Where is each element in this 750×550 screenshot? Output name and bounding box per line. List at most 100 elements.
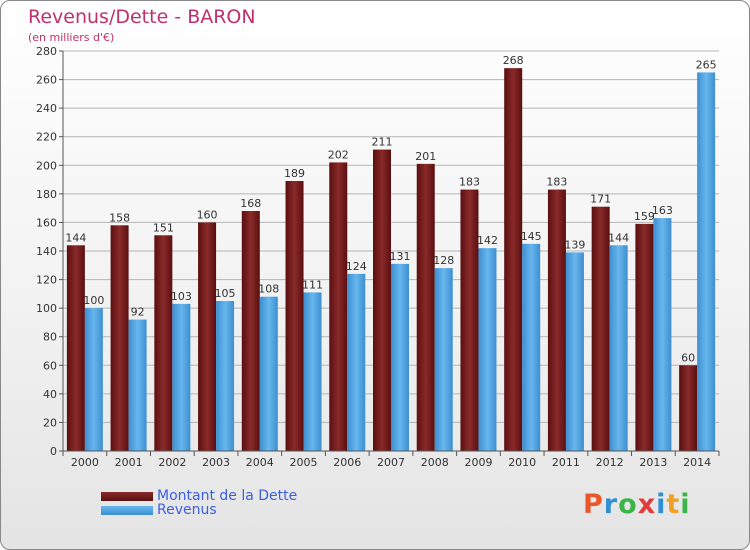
y-tick-label: 200: [36, 159, 57, 172]
x-tick-label: 2014: [683, 456, 711, 469]
data-label-debt: 171: [590, 193, 611, 206]
chart-title: Revenus/Dette - BARON: [28, 6, 256, 28]
bar-debt: [635, 223, 654, 451]
bar-revenus: [391, 263, 409, 451]
y-tick-label: 280: [36, 45, 57, 58]
y-tick-label: 60: [43, 359, 57, 372]
bar-debt: [460, 189, 479, 452]
bar-revenus: [565, 252, 584, 451]
data-label-debt: 160: [197, 208, 218, 221]
x-tick-label: 2009: [464, 456, 492, 469]
proxiti-logo: Proxiti: [583, 489, 691, 520]
bar-revenus: [434, 268, 453, 451]
data-label-debt: 159: [634, 210, 655, 223]
bar-debt: [241, 211, 260, 451]
y-tick-label: 160: [36, 216, 57, 229]
x-tick-label: 2007: [377, 456, 405, 469]
bar-debt: [373, 149, 391, 452]
bar-revenus: [609, 245, 628, 451]
data-label-debt: 183: [546, 176, 567, 189]
x-tick-label: 2000: [71, 456, 99, 469]
y-tick-label: 240: [36, 102, 57, 115]
data-label-revenus: 265: [696, 58, 717, 71]
bar-debt: [504, 68, 523, 452]
bar-revenus: [653, 218, 672, 451]
y-tick-label: 140: [36, 245, 57, 258]
bar-debt: [285, 181, 304, 451]
bar-revenus: [216, 301, 235, 451]
legend-item-debt: Montant de la Dette: [101, 487, 297, 505]
data-label-debt: 202: [328, 148, 349, 161]
y-tick-label: 100: [36, 302, 57, 315]
bar-debt: [329, 162, 348, 451]
bar-revenus: [347, 273, 366, 451]
data-label-revenus: 163: [652, 204, 673, 217]
legend-swatch-debt: [101, 491, 153, 501]
data-label-debt: 60: [681, 351, 695, 364]
y-tick-label: 40: [43, 388, 57, 401]
data-label-debt: 268: [503, 54, 524, 67]
data-label-debt: 158: [109, 211, 130, 224]
bar-revenus: [128, 319, 147, 451]
bar-debt: [154, 235, 173, 451]
data-label-debt: 201: [415, 150, 436, 163]
axis-layer: [59, 50, 720, 456]
y-tick-label: 220: [36, 131, 57, 144]
data-label-revenus: 139: [564, 238, 585, 251]
legend-item-revenus: Revenus: [101, 501, 217, 519]
data-label-revenus: 111: [302, 278, 323, 291]
data-label-revenus: 108: [258, 283, 279, 296]
bar-revenus: [84, 308, 103, 451]
x-tick-label: 2005: [290, 456, 318, 469]
data-label-debt: 144: [65, 231, 86, 244]
bar-debt: [110, 225, 129, 451]
bar-revenus: [697, 72, 716, 451]
y-tick-label: 180: [36, 188, 57, 201]
bar-debt: [416, 163, 435, 451]
data-label-revenus: 100: [83, 294, 104, 307]
y-tick-label: 260: [36, 74, 57, 87]
x-tick-label: 2008: [421, 456, 449, 469]
data-label-revenus: 144: [608, 231, 629, 244]
x-tick-label: 2012: [596, 456, 624, 469]
bar-revenus: [522, 243, 541, 451]
data-label-revenus: 145: [521, 230, 542, 243]
legend-label-debt: Montant de la Dette: [157, 488, 298, 504]
x-tick-label: 2006: [333, 456, 361, 469]
logo-letter: t: [666, 489, 681, 520]
label-layer: 0 20 40 60 80 100 120 140 160 180 200 220 240 260 280 2…: [36, 45, 717, 469]
x-tick-label: 2013: [639, 456, 667, 469]
bar-revenus: [303, 292, 322, 451]
x-tick-label: 2010: [508, 456, 536, 469]
x-tick-label: 2011: [552, 456, 580, 469]
data-label-debt: 168: [240, 197, 261, 210]
data-label-revenus: 142: [477, 234, 498, 247]
y-tick-label: 0: [50, 445, 57, 458]
legend-swatch-revenus: [101, 505, 153, 515]
bar-debt: [198, 222, 217, 451]
data-label-revenus: 105: [215, 287, 236, 300]
y-tick-label: 120: [36, 274, 57, 287]
data-label-revenus: 124: [346, 260, 367, 273]
x-tick-label: 2002: [158, 456, 186, 469]
data-label-revenus: 131: [390, 250, 411, 263]
data-label-debt: 183: [459, 176, 480, 189]
logo-letter: P: [583, 489, 604, 520]
logo-letter: o: [618, 489, 638, 520]
data-label-revenus: 128: [433, 254, 454, 267]
logo-letter: r: [603, 489, 619, 520]
data-label-debt: 189: [284, 167, 305, 180]
x-tick-label: 2003: [202, 456, 230, 469]
bar-debt: [679, 365, 698, 451]
data-label-debt: 211: [372, 136, 393, 149]
data-label-debt: 151: [153, 221, 174, 234]
y-tick-label: 80: [43, 331, 57, 344]
logo-letter: x: [637, 489, 657, 520]
data-label-revenus: 103: [171, 290, 192, 303]
y-tick-label: 20: [43, 416, 57, 429]
bar-revenus: [478, 248, 497, 451]
logo-letter: i: [680, 489, 691, 520]
legend-label-revenus: Revenus: [157, 502, 217, 518]
